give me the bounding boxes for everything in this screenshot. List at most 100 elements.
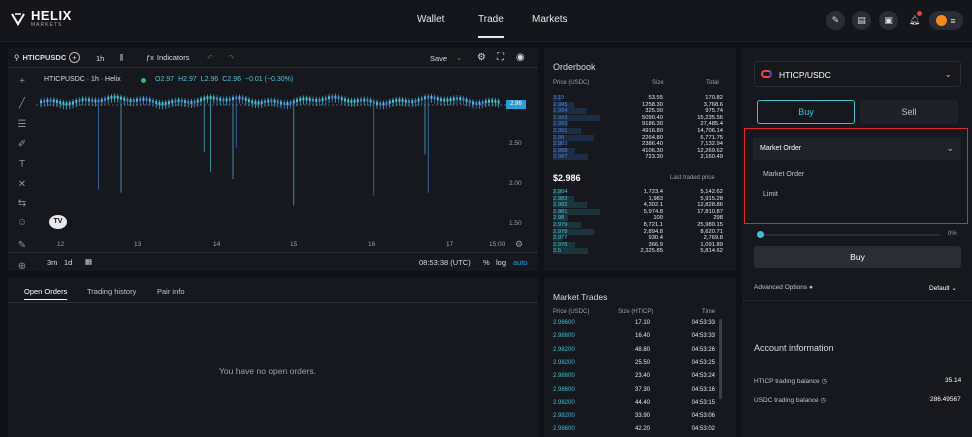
depth-bar — [553, 147, 575, 154]
bid-row[interactable]: 2.979 8,721.1 25,980.15 — [553, 222, 723, 229]
bid-row[interactable]: 2.983 1,983 5,915.28 — [553, 195, 723, 203]
emoji-icon[interactable]: ☺ — [16, 216, 28, 228]
nav-markets[interactable]: Markets — [532, 14, 568, 25]
trades-scrollbar[interactable] — [719, 319, 722, 399]
amount-slider-handle[interactable] — [757, 231, 764, 238]
text-tool-icon[interactable]: T — [18, 158, 26, 170]
candle-body — [436, 97, 439, 101]
fullscreen-icon[interactable]: ⛶ — [497, 52, 504, 63]
bid-row[interactable]: 2.5 2,325.85 5,814.62 — [553, 248, 723, 255]
y-tick: 1.50 — [509, 220, 522, 227]
measure-icon[interactable]: ⇆ — [17, 197, 27, 209]
trade-time: 04:53:06 — [691, 413, 715, 420]
percent-toggle[interactable]: % — [483, 258, 490, 267]
candle-body — [369, 99, 372, 103]
sell-tab[interactable]: Sell — [860, 100, 958, 124]
option-limit[interactable]: Limit — [763, 191, 778, 198]
document-icon[interactable]: ▤ — [852, 11, 871, 30]
candle-body — [488, 99, 490, 103]
crosshair-icon[interactable]: + — [19, 75, 25, 87]
legend-close: C2.96 — [222, 76, 241, 83]
ask-row[interactable]: 2.995 1258.30 3,768.6 — [553, 101, 723, 109]
bid-row[interactable]: 2.977 930.4 2,769.8 — [553, 235, 723, 242]
tab-pair-info[interactable]: Pair info — [157, 287, 185, 296]
candle-body — [494, 99, 497, 103]
ruler-icon[interactable]: ✎ — [17, 239, 27, 251]
buy-tab[interactable]: Buy — [757, 100, 855, 124]
candle-body — [270, 99, 273, 103]
ask-row[interactable]: 2.99 2264.80 6,771.75 — [553, 134, 723, 142]
nav-wallet[interactable]: Wallet — [417, 14, 445, 25]
depth-bar — [553, 222, 581, 228]
candle-body — [52, 99, 55, 103]
depth-bar — [553, 202, 587, 209]
bid-total: 17,810.87 — [697, 208, 723, 215]
nav-trade[interactable]: Trade — [478, 14, 504, 38]
candle-body — [171, 100, 174, 104]
candle-body — [168, 101, 170, 105]
candle-body — [248, 99, 250, 103]
camera-icon[interactable]: ◉ — [516, 52, 525, 63]
ask-row[interactable]: 2.989 2386.40 7,132.94 — [553, 141, 723, 148]
option-market-order[interactable]: Market Order — [763, 171, 805, 178]
symbol-search[interactable]: ⚲ HTICPUSDC — [14, 53, 66, 62]
ask-row[interactable]: 2.994 325.90 975.74 — [553, 108, 723, 115]
ask-row[interactable]: 2.988 4106.30 12,269.62 — [553, 147, 723, 155]
helix-logo[interactable]: HELIX MARKETS — [10, 9, 72, 28]
advanced-options-toggle[interactable]: Advanced Options ● — [754, 284, 813, 291]
candle-body — [238, 96, 241, 100]
candle-body — [315, 98, 318, 102]
zoom-icon[interactable]: ⊕ — [17, 260, 27, 272]
bid-row[interactable]: 2.98 100 298 — [553, 215, 723, 222]
depth-bar — [553, 101, 574, 108]
ask-row[interactable]: 2.993 5090.40 15,235.56 — [553, 114, 723, 122]
indicators-button[interactable]: ƒx Indicators — [146, 53, 189, 62]
default-select[interactable]: Default ⌄ — [929, 284, 957, 292]
range-1d[interactable]: 1d — [64, 258, 73, 267]
amount-slider-track[interactable] — [760, 234, 940, 236]
wallet-icon[interactable]: ▣ — [879, 11, 898, 30]
add-symbol-icon[interactable]: + — [69, 52, 80, 63]
undo-icon[interactable]: ↶ — [207, 53, 214, 62]
horizontal-lines-icon[interactable]: ☰ — [17, 118, 27, 130]
bid-row[interactable]: 2.982 4,302.1 12,828.86 — [553, 202, 723, 209]
clock-icon: ◷ — [820, 397, 827, 404]
axis-settings-icon[interactable]: ⚙ — [515, 239, 524, 249]
bid-row[interactable]: 2.981 5,974.8 17,810.87 — [553, 208, 723, 216]
depth-bar — [553, 154, 588, 161]
pattern-icon[interactable]: ✕ — [17, 178, 27, 190]
buy-button[interactable]: Buy — [754, 246, 961, 268]
log-toggle[interactable]: log — [496, 258, 507, 267]
auto-toggle[interactable]: auto — [513, 258, 528, 267]
order-type-select[interactable]: Market Order ⌄ — [753, 138, 961, 160]
brush-draw-icon[interactable]: ✐ — [17, 138, 27, 150]
trendline-icon[interactable]: ╱ — [18, 97, 26, 109]
price-chart[interactable] — [36, 68, 506, 236]
candle-body — [475, 101, 478, 105]
interval-button[interactable]: 1h — [96, 54, 105, 63]
redo-icon[interactable]: ↷ — [228, 53, 235, 62]
calendar-icon[interactable]: ▦ — [85, 257, 93, 266]
ask-row[interactable]: 2.991 4916.80 14,706.14 — [553, 128, 723, 135]
ask-row[interactable]: 2.992 9186.30 27,485.4 — [553, 121, 723, 128]
pair-selector[interactable]: HTICP/USDC ⌄ — [754, 61, 961, 87]
tab-open-orders[interactable]: Open Orders — [24, 287, 68, 300]
settings-icon[interactable]: ⚙ — [477, 52, 486, 63]
candle-body — [219, 98, 222, 102]
candle-type-icon[interactable]: ⫼ — [120, 53, 124, 62]
account-menu-button[interactable]: ≡ — [929, 11, 963, 30]
tradingview-logo[interactable]: TV — [49, 215, 67, 229]
save-button[interactable]: Save — [430, 54, 448, 63]
ask-row[interactable]: 2.987 723.30 2,160.49 — [553, 154, 723, 161]
bid-row[interactable]: 2.984 1,723.4 5,142.62 — [553, 189, 723, 196]
bid-row[interactable]: 2.976 366.9 1,091.89 — [553, 241, 723, 249]
bell-icon[interactable]: 🔔︎ — [905, 11, 924, 30]
range-3m[interactable]: 3m — [47, 258, 58, 267]
brand-name: HELIX — [31, 8, 72, 23]
legend-low: L2.96 — [200, 76, 219, 83]
bid-row[interactable]: 2.978 2,894.8 8,620.71 — [553, 228, 723, 236]
ask-row[interactable]: 3.19 53.55 170.82 — [553, 95, 723, 102]
tab-trading-history[interactable]: Trading history — [87, 287, 137, 296]
brush-icon[interactable]: ✎ — [826, 11, 845, 30]
save-chevron-icon[interactable]: ⌄ — [456, 53, 463, 62]
